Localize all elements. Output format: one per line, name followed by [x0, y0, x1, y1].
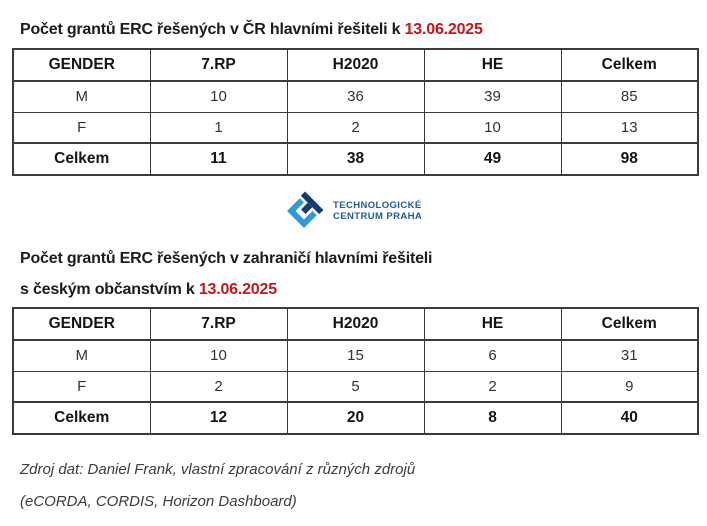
table1-col-h2020: H2020 — [286, 48, 425, 82]
table2-col-7rp: 7.RP — [149, 307, 288, 341]
cell-value: 2 — [423, 370, 562, 403]
logo-text: TECHNOLOGICKÉ CENTRUM PRAHA — [333, 200, 422, 223]
table2-row-total: Celkem 12 20 8 40 — [12, 401, 699, 435]
cell-value: 36 — [286, 80, 425, 113]
cell-value: 38 — [286, 142, 425, 176]
table1-col-7rp: 7.RP — [149, 48, 288, 82]
cell-value: 9 — [560, 370, 699, 403]
cell-value: 10 — [423, 111, 562, 144]
cell-value: 6 — [423, 339, 562, 372]
cell-value: 12 — [149, 401, 288, 435]
table1-title-date: 13.06.2025 — [404, 21, 483, 38]
table1-row-f: F 1 2 10 13 — [12, 111, 699, 144]
table2-col-he: HE — [423, 307, 562, 341]
cell-value: 11 — [149, 142, 288, 176]
logo-text-line1: TECHNOLOGICKÉ — [333, 199, 422, 211]
cell-value: 8 — [423, 401, 562, 435]
cell-value: 40 — [560, 401, 699, 435]
source-note: Zdroj dat: Daniel Frank, vlastní zpracov… — [20, 454, 415, 518]
table2-col-h2020: H2020 — [286, 307, 425, 341]
cell-value: 5 — [286, 370, 425, 403]
row-label: Celkem — [12, 142, 151, 176]
tc-logo-icon — [287, 191, 324, 228]
table1-title-text: Počet grantů ERC řešených v ČR hlavními … — [20, 21, 405, 38]
cell-value: 98 — [560, 142, 699, 176]
row-label: Celkem — [12, 401, 151, 435]
table2-row-f: F 2 5 2 9 — [12, 370, 699, 403]
cell-value: 2 — [286, 111, 425, 144]
table2-row-m: M 10 15 6 31 — [12, 339, 699, 372]
row-label: F — [12, 370, 151, 403]
cell-value: 85 — [560, 80, 699, 113]
table2-title-date: 13.06.2025 — [198, 281, 277, 298]
table2-title-line2: s českým občanstvím k — [20, 281, 199, 298]
table1-header-row: GENDER 7.RP H2020 HE Celkem — [12, 48, 699, 82]
cell-value: 15 — [286, 339, 425, 372]
source-note-line1: Zdroj dat: Daniel Frank, vlastní zpracov… — [20, 461, 416, 478]
table2-title-line1: Počet grantů ERC řešených v zahraničí hl… — [20, 250, 433, 267]
cell-value: 2 — [149, 370, 288, 403]
cell-value: 1 — [149, 111, 288, 144]
table1-row-m: M 10 36 39 85 — [12, 80, 699, 113]
table1-title: Počet grantů ERC řešených v ČR hlavními … — [20, 21, 483, 39]
cell-value: 31 — [560, 339, 699, 372]
row-label: M — [12, 80, 151, 113]
cell-value: 39 — [423, 80, 562, 113]
cell-value: 13 — [560, 111, 699, 144]
row-label: F — [12, 111, 151, 144]
cell-value: 10 — [149, 80, 288, 113]
cell-value: 10 — [149, 339, 288, 372]
cell-value: 49 — [423, 142, 562, 176]
table2-col-celkem: Celkem — [560, 307, 699, 341]
table2-header-row: GENDER 7.RP H2020 HE Celkem — [12, 307, 699, 341]
table1-row-total: Celkem 11 38 49 98 — [12, 142, 699, 176]
table1-col-gender: GENDER — [12, 48, 151, 82]
logo-text-line2: CENTRUM PRAHA — [333, 211, 423, 222]
cell-value: 20 — [286, 401, 425, 435]
logo-technologicke-centrum: TECHNOLOGICKÉ CENTRUM PRAHA — [284, 191, 422, 231]
table1-col-celkem: Celkem — [560, 48, 699, 82]
table-grants-cr: GENDER 7.RP H2020 HE Celkem M 10 36 39 8… — [12, 48, 699, 177]
table1-col-he: HE — [423, 48, 562, 82]
table-grants-abroad: GENDER 7.RP H2020 HE Celkem M 10 15 6 31… — [12, 307, 699, 436]
source-note-line2: (eCORDA, CORDIS, Horizon Dashboard) — [20, 493, 297, 510]
row-label: M — [12, 339, 151, 372]
table2-col-gender: GENDER — [12, 307, 151, 341]
table2-title: Počet grantů ERC řešených v zahraničí hl… — [20, 243, 432, 305]
